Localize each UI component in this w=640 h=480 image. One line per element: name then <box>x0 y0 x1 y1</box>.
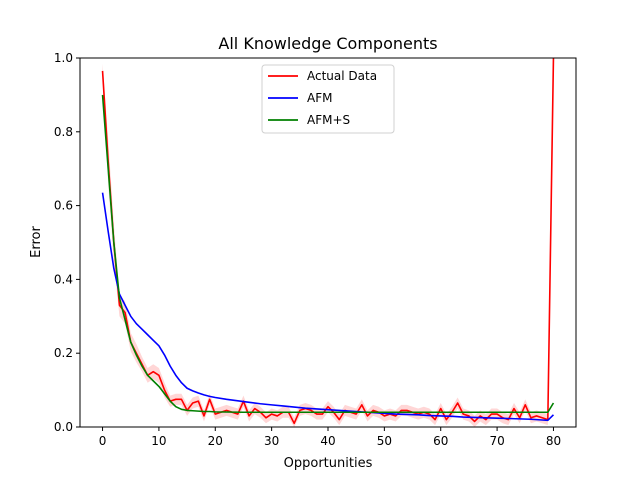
series-line-1 <box>101 192 555 422</box>
x-tick-label: 40 <box>320 434 335 448</box>
legend-label-0: Actual Data <box>307 69 377 83</box>
series-group <box>101 58 555 427</box>
y-tick-label: 0.2 <box>54 346 73 360</box>
legend-label-1: AFM <box>307 91 332 105</box>
x-tick-label: 10 <box>151 434 166 448</box>
legend-box <box>261 64 395 134</box>
y-axis-label: Error <box>29 226 44 258</box>
x-tick-label: 50 <box>377 434 392 448</box>
legend-label-2: AFM+S <box>307 113 350 127</box>
x-tick-label: 60 <box>433 434 448 448</box>
x-tick-label: 20 <box>208 434 223 448</box>
x-tick-label: 30 <box>264 434 279 448</box>
plot-area: 0 10 20 30 40 50 60 70 80 0.0 0.2 0.4 0.6 0.8 1.0 Actua… <box>54 51 577 448</box>
y-tick-label: 1.0 <box>54 51 73 65</box>
x-tick-label: 80 <box>546 434 561 448</box>
y-tick-label: 0.0 <box>54 420 73 434</box>
chart-title: All Knowledge Components <box>218 34 437 53</box>
y-tick-label: 0.6 <box>54 199 73 213</box>
x-tick-label: 70 <box>489 434 504 448</box>
series-line-2 <box>101 94 555 414</box>
x-axis-label: Opportunities <box>284 456 373 471</box>
y-tick-label: 0.8 <box>54 125 73 139</box>
y-tick-label: 0.4 <box>54 272 73 286</box>
legend: Actual Data AFM AFM+S <box>261 64 395 134</box>
x-tick-label: 0 <box>99 434 107 448</box>
